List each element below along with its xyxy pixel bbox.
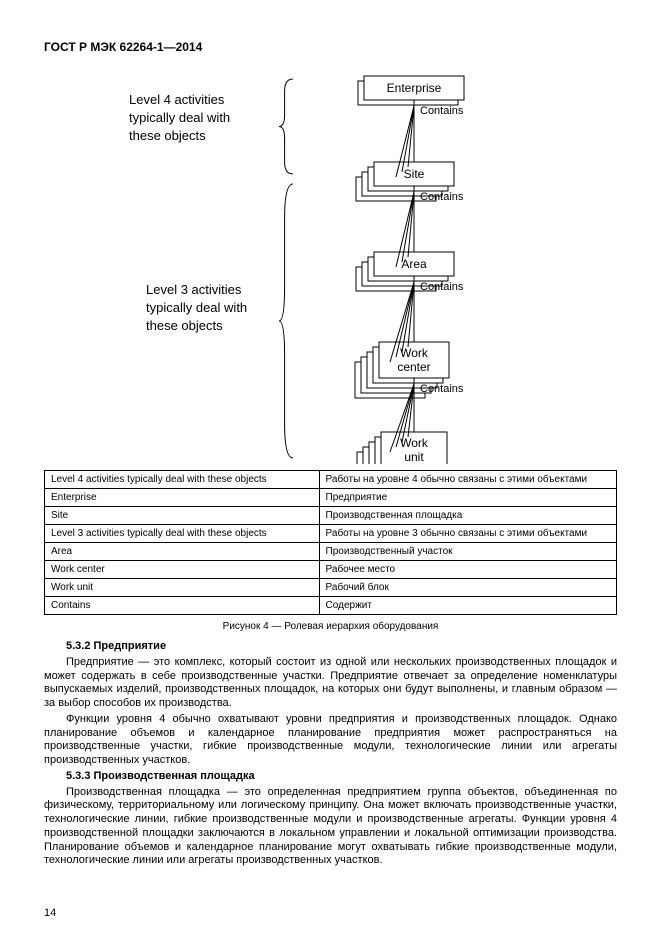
table-cell: Level 3 activities typically deal with t…: [45, 525, 320, 543]
svg-text:Area: Area: [401, 257, 427, 271]
page-number: 14: [44, 907, 56, 919]
svg-text:Contains: Contains: [420, 383, 464, 395]
section-5-3-3-p1: Производственная площадка — это определе…: [44, 786, 617, 869]
table-row: Work centerРабочее место: [45, 561, 617, 579]
section-5-3-2-p1: Предприятие — это комплекс, который сост…: [44, 656, 617, 711]
table-cell: Работы на уровне 4 обычно связаны с этим…: [319, 471, 616, 489]
table-row: ContainsСодержит: [45, 597, 617, 615]
table-cell: Производственный участок: [319, 543, 616, 561]
svg-text:Site: Site: [404, 167, 425, 181]
table-cell: Предприятие: [319, 489, 616, 507]
terms-table: Level 4 activities typically deal with t…: [44, 470, 617, 615]
table-row: Level 4 activities typically deal with t…: [45, 471, 617, 489]
svg-text:Work: Work: [400, 346, 429, 360]
svg-text:Work: Work: [400, 436, 429, 450]
svg-text:Contains: Contains: [420, 281, 464, 293]
svg-text:Enterprise: Enterprise: [387, 81, 442, 95]
table-cell: Contains: [45, 597, 320, 615]
svg-text:Contains: Contains: [420, 105, 464, 117]
table-cell: Work center: [45, 561, 320, 579]
hierarchy-svg: Level 4 activities typically deal with the…: [44, 74, 614, 464]
table-cell: Производственная площадка: [319, 507, 616, 525]
table-row: SiteПроизводственная площадка: [45, 507, 617, 525]
section-5-3-3-head: 5.3.3 Производственная площадка: [66, 770, 255, 782]
table-cell: Area: [45, 543, 320, 561]
table-cell: Содержит: [319, 597, 616, 615]
table-row: Level 3 activities typically deal with t…: [45, 525, 617, 543]
svg-text:center: center: [397, 360, 430, 374]
svg-text:these objects: these objects: [129, 128, 206, 143]
table-cell: Работы на уровне 3 обычно связаны с этим…: [319, 525, 616, 543]
svg-text:unit: unit: [404, 450, 424, 464]
svg-text:Contains: Contains: [420, 191, 464, 203]
table-cell: Рабочий блок: [319, 579, 616, 597]
figure-4-diagram: Level 4 activities typically deal with the…: [44, 74, 617, 464]
svg-text:these objects: these objects: [146, 318, 223, 333]
table-cell: Enterprise: [45, 489, 320, 507]
table-cell: Рабочее место: [319, 561, 616, 579]
document-code: ГОСТ Р МЭК 62264-1—2014: [44, 40, 617, 54]
table-cell: Work unit: [45, 579, 320, 597]
section-5-3-2-p2: Функции уровня 4 обычно охватывают уровн…: [44, 713, 617, 768]
figure-caption: Рисунок 4 — Ролевая иерархия оборудовани…: [44, 621, 617, 632]
svg-text:Level 3 activities: Level 3 activities: [146, 282, 242, 297]
table-row: EnterpriseПредприятие: [45, 489, 617, 507]
svg-text:Level 4 activities: Level 4 activities: [129, 92, 225, 107]
svg-text:typically deal with: typically deal with: [146, 300, 247, 315]
table-row: AreaПроизводственный участок: [45, 543, 617, 561]
table-cell: Site: [45, 507, 320, 525]
body-text: 5.3.2 Предприятие Предприятие — это комп…: [44, 640, 617, 868]
table-cell: Level 4 activities typically deal with t…: [45, 471, 320, 489]
table-row: Work unitРабочий блок: [45, 579, 617, 597]
svg-text:typically deal with: typically deal with: [129, 110, 230, 125]
section-5-3-2-head: 5.3.2 Предприятие: [66, 640, 166, 652]
